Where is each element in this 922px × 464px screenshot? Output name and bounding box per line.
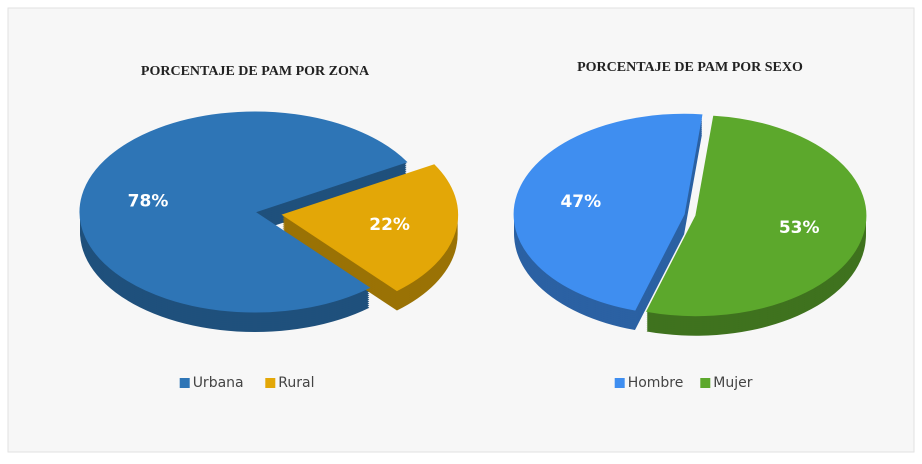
legend-label: Hombre (628, 375, 684, 391)
legend-swatch (179, 378, 190, 388)
slice (645, 115, 867, 317)
legend-label: Mujer (713, 375, 752, 391)
slice (513, 113, 703, 311)
slice (281, 164, 459, 292)
legend-swatch (614, 378, 625, 388)
chart-title: PORCENTAJE DE PAM POR SEXO (577, 60, 803, 75)
legend-label: Urbana (193, 375, 244, 391)
legend-label: Rural (278, 375, 314, 391)
data-label: 78% (128, 192, 169, 212)
data-label: 47% (560, 192, 601, 212)
data-label: 22% (369, 215, 410, 235)
chart-title: PORCENTAJE DE PAM POR ZONA (141, 64, 370, 79)
data-label: 53% (779, 218, 820, 238)
legend-swatch (265, 378, 276, 388)
legend-swatch (700, 378, 711, 388)
slice (79, 111, 408, 313)
